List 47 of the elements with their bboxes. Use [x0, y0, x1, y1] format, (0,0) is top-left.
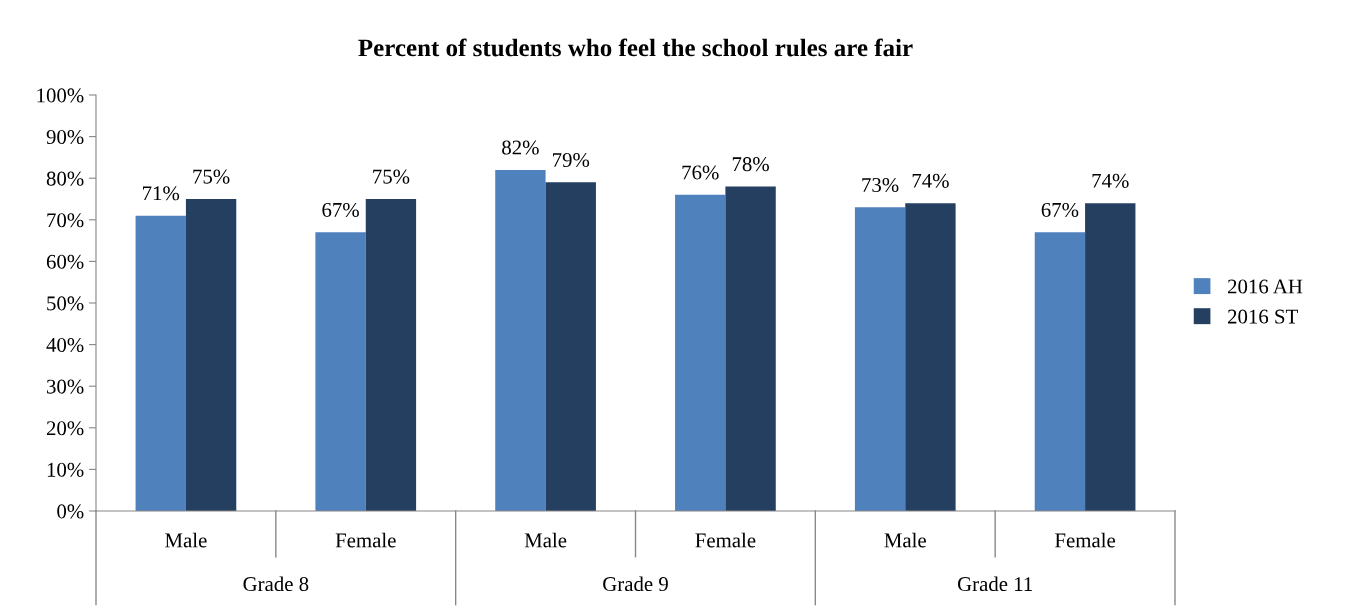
data-label: 75% — [373, 169, 410, 184]
data-label: 75% — [193, 169, 230, 184]
data-label: 73% — [862, 177, 899, 193]
x-tick-label: Male — [884, 532, 926, 548]
data-label: 76% — [682, 165, 719, 180]
bar — [495, 169, 546, 511]
bar — [675, 194, 726, 511]
y-tick-label: 100% — [37, 88, 84, 103]
text: Grade 8 — [243, 576, 309, 592]
bar — [135, 215, 186, 511]
x-tick-label: Female — [335, 532, 396, 548]
bar — [854, 207, 906, 511]
y-tick-label: 10% — [47, 462, 84, 477]
data-label: 74% — [1092, 173, 1129, 188]
chart-title: Percent of students who feel the school rules are fair — [358, 38, 913, 57]
bar — [185, 199, 237, 511]
x-tick-label: Male — [165, 532, 207, 548]
data-label: 67% — [1041, 202, 1079, 218]
data-label: 78% — [732, 157, 769, 172]
x-tick-label: Male — [524, 532, 567, 548]
y-tick-label: 30% — [47, 379, 84, 394]
bar — [315, 232, 366, 511]
y-tick-label: 50% — [47, 296, 84, 311]
y-tick-label: 20% — [46, 421, 84, 436]
x-tick-label: Female — [1055, 532, 1116, 548]
data-label: 67% — [322, 202, 359, 218]
legend-label: 2016 AH — [1228, 279, 1303, 294]
text: Grade 9 — [603, 576, 668, 592]
x-tick-label: Female — [695, 532, 756, 548]
y-tick-label: 70% — [47, 213, 84, 228]
bar — [545, 182, 596, 511]
bar — [725, 186, 776, 511]
data-label: 82% — [502, 140, 539, 155]
data-label: 74% — [912, 173, 949, 188]
y-tick-label: 0% — [57, 504, 84, 519]
bar — [365, 199, 417, 511]
bar — [1085, 203, 1136, 511]
y-tick-label: 40% — [46, 337, 84, 353]
text: Grade 11 — [957, 576, 1032, 592]
data-label: 71% — [143, 186, 180, 201]
legend-label: 2016 ST — [1228, 309, 1298, 324]
data-label: 79% — [553, 152, 590, 168]
y-tick-label: 80% — [46, 171, 84, 186]
bar — [1034, 232, 1086, 511]
bar — [905, 203, 956, 511]
y-tick-label: 90% — [46, 129, 84, 145]
y-tick-label: 60% — [46, 254, 84, 269]
